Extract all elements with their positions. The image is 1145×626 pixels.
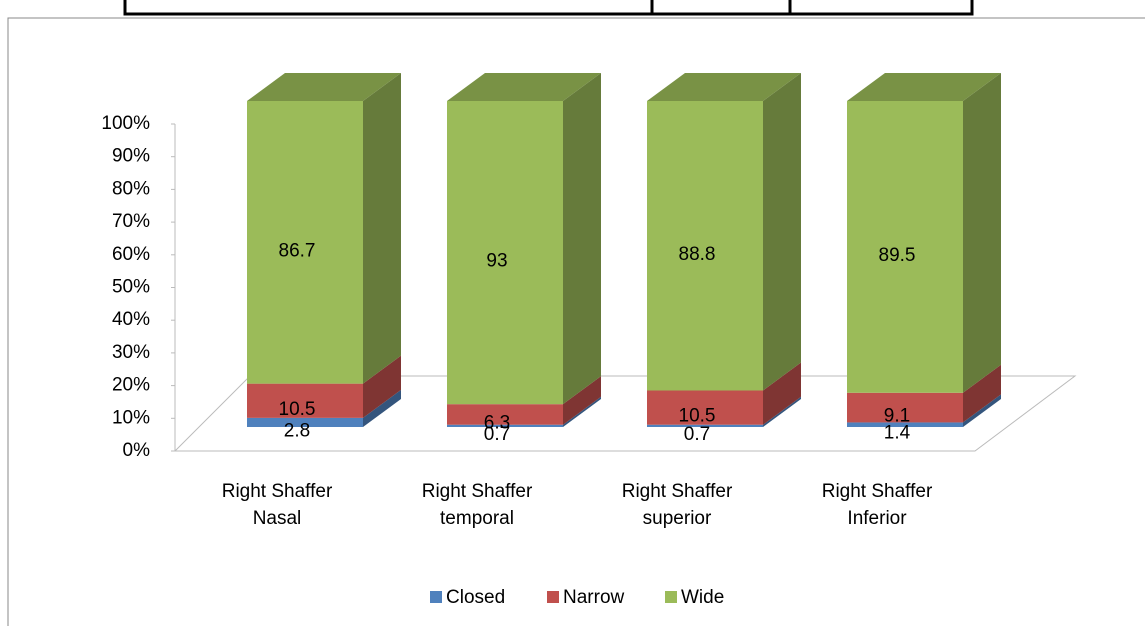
data-label: 0.7 [684, 424, 710, 445]
legend-swatch [665, 591, 677, 603]
bar-side [763, 73, 801, 391]
x-tick-label: Right Shaffer temporal [421, 481, 533, 529]
bar-side [763, 396, 801, 427]
data-label: 89.5 [879, 245, 916, 266]
bar [847, 392, 963, 423]
bar-side [563, 396, 601, 427]
bar [247, 101, 363, 384]
bar-side [563, 376, 601, 425]
bar [647, 101, 763, 391]
legend-label: Closed [446, 587, 505, 608]
bar [847, 422, 963, 427]
y-tick-label: 0% [123, 440, 151, 461]
y-tick-label: 20% [112, 375, 150, 396]
bar [647, 424, 763, 427]
bar-side [963, 364, 1001, 423]
y-tick-label: 80% [112, 178, 150, 199]
legend-swatch [547, 591, 559, 603]
bar-top [647, 73, 801, 101]
data-label: 0.7 [484, 424, 510, 445]
bar [647, 390, 763, 425]
bar [447, 424, 563, 427]
chart-frame [7, 17, 1145, 626]
data-label: 1.4 [884, 423, 911, 444]
legend-label: Wide [681, 587, 724, 608]
y-tick-label: 30% [112, 342, 150, 363]
bar-side [363, 73, 401, 384]
bar-top [847, 73, 1001, 101]
data-label: 6.3 [484, 412, 510, 433]
bar [847, 101, 963, 393]
y-tick-label: 90% [112, 146, 150, 167]
data-label: 2.8 [284, 420, 310, 441]
bar-side [363, 355, 401, 418]
floor [173, 375, 1077, 452]
y-tick-label: 10% [112, 407, 150, 428]
bar [447, 404, 563, 425]
legend-swatch [430, 591, 442, 603]
data-label: 9.1 [884, 406, 910, 427]
bar-top [447, 73, 601, 101]
y-tick-label: 50% [112, 277, 150, 298]
data-label: 10.5 [679, 406, 716, 427]
x-tick-label: Right Shaffer Inferior [821, 481, 933, 529]
data-label: 88.8 [679, 244, 716, 265]
data-label: 10.5 [279, 399, 316, 420]
y-tick-label: 40% [112, 309, 150, 330]
y-tick-label: 100% [101, 113, 150, 134]
bar-side [363, 389, 401, 427]
data-label: 93 [486, 251, 507, 272]
bar-side [563, 73, 601, 405]
bar-top [247, 73, 401, 101]
bar-side [763, 362, 801, 425]
bar-side [963, 73, 1001, 393]
x-tick-label: Right Shaffer Nasal [221, 481, 333, 529]
bar-side [963, 394, 1001, 427]
y-tick-label: 60% [112, 244, 150, 265]
x-tick-label: Right Shaffer superior [621, 481, 733, 529]
bar [247, 417, 363, 427]
bar [447, 101, 563, 405]
legend-label: Narrow [563, 587, 625, 608]
y-tick-label: 70% [112, 211, 150, 232]
data-label: 86.7 [279, 240, 316, 261]
table-fragment [123, 0, 974, 16]
bar [247, 383, 363, 418]
